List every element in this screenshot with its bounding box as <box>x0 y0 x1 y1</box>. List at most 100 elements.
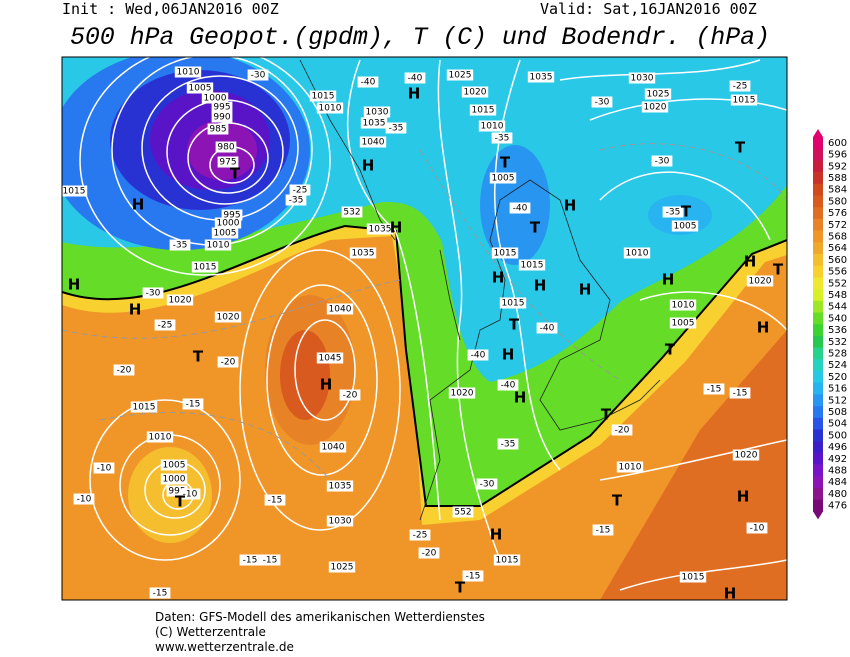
label-box <box>149 587 171 599</box>
colorbar-swatch <box>813 452 823 465</box>
low-marker: T <box>230 165 241 183</box>
map-label: 1015 <box>63 187 86 197</box>
low-marker: T <box>455 579 466 597</box>
map-label: 975 <box>219 158 236 168</box>
map-label: -30 <box>251 71 266 81</box>
label-box <box>113 364 135 376</box>
map-label: 1020 <box>464 88 487 98</box>
colorbar-label: 524 <box>828 360 847 371</box>
label-box <box>592 524 614 536</box>
high-marker: H <box>502 346 515 364</box>
map-label: -35 <box>501 440 516 450</box>
label-box <box>349 247 377 259</box>
colorbar-swatch <box>813 406 823 419</box>
map-label: 1040 <box>329 305 352 315</box>
map-label: -40 <box>408 74 423 84</box>
low-marker: T <box>773 261 784 279</box>
low-marker: T <box>665 341 676 359</box>
label-box <box>73 493 95 505</box>
map-label: 1035 <box>329 482 352 492</box>
map-label: -35 <box>495 134 510 144</box>
low-marker: T <box>735 139 746 157</box>
map-label: 1030 <box>329 517 352 527</box>
colorbar-label: 588 <box>828 173 847 184</box>
colorbar-swatch <box>813 476 823 489</box>
label-box <box>207 123 229 135</box>
footer-source: Daten: GFS-Modell des amerikanischen Wet… <box>155 610 485 624</box>
label-box <box>491 132 513 144</box>
label-box <box>179 488 201 500</box>
label-box <box>476 478 498 490</box>
label-box <box>62 185 88 197</box>
label-box <box>217 156 239 168</box>
label-box <box>611 424 633 436</box>
map-label: 1015 <box>133 403 156 413</box>
low-marker: T <box>175 493 186 511</box>
map-label: 1005 <box>163 461 186 471</box>
map-label: -25 <box>293 186 308 196</box>
label-box <box>729 80 751 92</box>
label-box <box>448 387 476 399</box>
high-marker: H <box>492 269 505 287</box>
colorbar-label: 552 <box>828 278 847 289</box>
colorbar-label: 508 <box>828 407 847 418</box>
map-label: -15 <box>153 589 168 599</box>
map-label: 980 <box>217 143 234 153</box>
high-marker: H <box>514 389 527 407</box>
map-label: -10 <box>750 524 765 534</box>
colorbar-swatch <box>813 218 823 231</box>
colorbar-swatch <box>813 300 823 313</box>
map-label: 1045 <box>319 354 342 364</box>
label-box <box>363 106 391 118</box>
map-label: 995 <box>223 211 240 221</box>
colorbar-label: 504 <box>828 419 847 430</box>
label-box <box>662 206 684 218</box>
map-label: 1015 <box>682 573 705 583</box>
label-box <box>360 117 388 129</box>
map-label: -25 <box>733 82 748 92</box>
label-box <box>326 515 354 527</box>
map-label: -15 <box>596 526 611 536</box>
label-box <box>166 294 194 306</box>
label-box <box>489 172 517 184</box>
colorbar-swatch <box>813 499 823 512</box>
map-label: 1010 <box>177 68 200 78</box>
label-box <box>478 120 506 132</box>
label-box <box>326 480 354 492</box>
high-marker: H <box>564 197 577 215</box>
colorbar-label: 544 <box>828 302 847 313</box>
colorbar-swatch <box>813 335 823 348</box>
map-label: -35 <box>289 196 304 206</box>
map-label: -40 <box>501 381 516 391</box>
label-box <box>316 352 344 364</box>
label-box <box>214 311 242 323</box>
colorbar-label: 488 <box>828 465 847 476</box>
high-marker: H <box>129 301 142 319</box>
map-label: -35 <box>666 208 681 218</box>
label-box <box>247 69 269 81</box>
map-label: 1040 <box>322 443 345 453</box>
label-box <box>623 247 651 259</box>
colorbar-swatch <box>813 160 823 173</box>
map-label: -10 <box>77 495 92 505</box>
map-title: 500 hPa Geopot.(gpdm), T (C) und Bodendr… <box>70 23 770 52</box>
colorbar-swatch <box>813 254 823 266</box>
label-box <box>154 319 176 331</box>
map-label: -35 <box>173 241 188 251</box>
high-marker: H <box>408 85 421 103</box>
label-box <box>215 141 237 153</box>
low-marker: T <box>509 316 520 334</box>
label-box <box>729 387 751 399</box>
high-marker: H <box>320 376 333 394</box>
label-box <box>497 379 519 391</box>
colorbar-swatch <box>813 417 823 430</box>
colorbar-swatch <box>813 347 823 360</box>
map-label: 1015 <box>312 92 335 102</box>
map-label: -40 <box>513 204 528 214</box>
map-label: 1020 <box>451 389 474 399</box>
colorbar-label: 476 <box>828 501 847 512</box>
label-box <box>319 441 347 453</box>
map-label: 1015 <box>496 556 519 566</box>
label-box <box>497 438 519 450</box>
map-label: 1020 <box>169 296 192 306</box>
